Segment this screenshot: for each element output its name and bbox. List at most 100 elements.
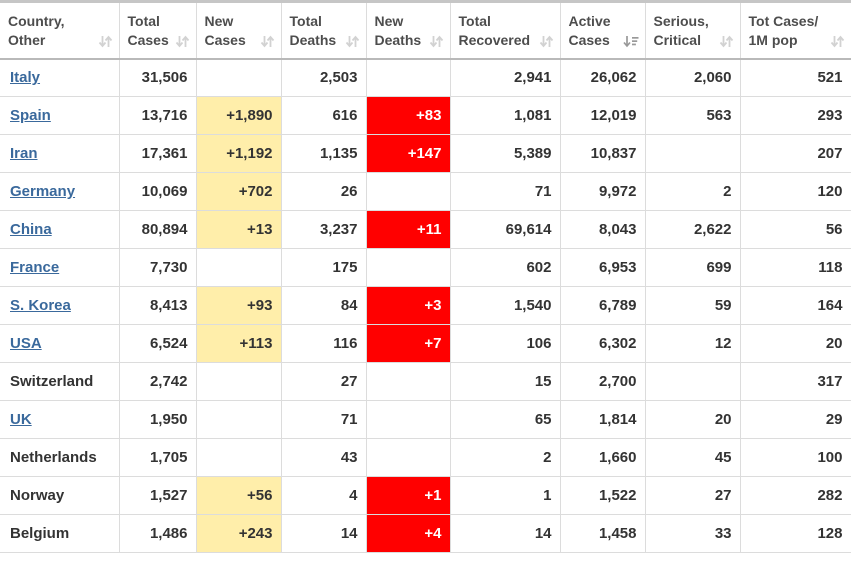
sort-toggle-icon[interactable] <box>719 35 734 50</box>
active-cases-cell: 1,814 <box>559 400 645 439</box>
table-row: France 7,730 175 602 6,953 699 118 <box>0 248 851 287</box>
country-link[interactable]: S. Korea <box>10 297 71 314</box>
new-deaths-cell: +147 <box>365 134 450 173</box>
column-label-line2: Recovered <box>458 31 531 48</box>
total-deaths-cell: 1,135 <box>280 134 366 173</box>
new-deaths-cell: +3 <box>365 286 450 325</box>
new-cases-cell: +702 <box>195 172 281 211</box>
sort-toggle-icon[interactable] <box>175 35 190 50</box>
cases-per-1m-cell: 282 <box>739 476 851 515</box>
column-header-total-deaths[interactable]: Total Deaths <box>280 1 366 60</box>
total-deaths-cell: 4 <box>280 476 366 515</box>
sort-toggle-icon[interactable] <box>830 35 845 50</box>
new-cases-cell: +243 <box>195 514 281 553</box>
cases-per-1m-cell: 56 <box>739 210 851 249</box>
column-label-line2: 1M pop <box>748 31 798 48</box>
column-label-line2: Other <box>8 31 46 48</box>
sort-toggle-icon[interactable] <box>260 35 275 50</box>
column-header-cases-per-1m[interactable]: Tot Cases/1M pop <box>739 1 851 60</box>
total-recovered-cell: 1,081 <box>449 96 560 135</box>
new-cases-cell <box>195 362 281 401</box>
table-row: China 80,894 +13 3,237 +11 69,614 8,043 2,622 56 <box>0 210 851 249</box>
active-cases-cell: 1,660 <box>559 438 645 477</box>
country-link[interactable]: USA <box>10 335 42 352</box>
table-header: Country, Other Total Cases New Cases Total Deat… <box>0 1 851 60</box>
new-cases-cell: +1,890 <box>195 96 281 135</box>
active-cases-cell: 8,043 <box>559 210 645 249</box>
serious-critical-cell: 45 <box>644 438 740 477</box>
total-recovered-cell: 1,540 <box>449 286 560 325</box>
new-deaths-cell: +11 <box>365 210 450 249</box>
new-cases-cell <box>195 58 281 97</box>
new-cases-cell: +93 <box>195 286 281 325</box>
column-header-active-cases[interactable]: Active Cases <box>559 1 645 60</box>
country-link[interactable]: China <box>10 221 52 238</box>
active-cases-cell: 6,953 <box>559 248 645 287</box>
column-label: Total Deaths <box>290 12 337 50</box>
country-cell: Norway <box>0 476 119 515</box>
country-link[interactable]: Iran <box>10 145 38 162</box>
active-cases-cell: 12,019 <box>559 96 645 135</box>
country-cell: Netherlands <box>0 438 119 477</box>
country-name: Norway <box>10 487 65 504</box>
country-link[interactable]: France <box>10 259 60 276</box>
column-label-line1: New <box>204 12 234 29</box>
active-cases-cell: 26,062 <box>559 58 645 97</box>
sort-toggle-icon[interactable] <box>539 35 554 50</box>
cases-per-1m-cell: 164 <box>739 286 851 325</box>
active-cases-cell: 1,458 <box>559 514 645 553</box>
cases-per-1m-cell: 293 <box>739 96 851 135</box>
serious-critical-cell <box>644 134 740 173</box>
active-cases-cell: 2,700 <box>559 362 645 401</box>
serious-critical-cell: 2,622 <box>644 210 740 249</box>
column-header-new-deaths[interactable]: New Deaths <box>365 1 450 60</box>
total-recovered-cell: 2 <box>449 438 560 477</box>
new-cases-cell: +56 <box>195 476 281 515</box>
country-link[interactable]: UK <box>10 411 32 428</box>
new-cases-cell: +1,192 <box>195 134 281 173</box>
cases-per-1m-cell: 118 <box>739 248 851 287</box>
country-cell: France <box>0 248 119 287</box>
sort-toggle-icon[interactable] <box>345 35 360 50</box>
column-header-total-cases[interactable]: Total Cases <box>118 1 196 60</box>
total-recovered-cell: 65 <box>449 400 560 439</box>
total-recovered-cell: 14 <box>449 514 560 553</box>
total-recovered-cell: 106 <box>449 324 560 363</box>
table-row: Belgium 1,486 +243 14 +4 14 1,458 33 128 <box>0 514 851 553</box>
total-deaths-cell: 116 <box>280 324 366 363</box>
column-label: Tot Cases/1M pop <box>749 12 819 50</box>
new-deaths-cell <box>365 438 450 477</box>
serious-critical-cell: 12 <box>644 324 740 363</box>
column-header-serious-critical[interactable]: Serious, Critical <box>644 1 740 60</box>
sort-toggle-icon[interactable] <box>429 35 444 50</box>
active-cases-cell: 6,789 <box>559 286 645 325</box>
country-link[interactable]: Italy <box>10 69 41 87</box>
total-deaths-cell: 71 <box>280 400 366 439</box>
country-cell: S. Korea <box>0 286 119 325</box>
cases-per-1m-cell: 521 <box>739 58 851 97</box>
serious-critical-cell: 27 <box>644 476 740 515</box>
column-header-total-recovered[interactable]: Total Recovered <box>449 1 560 60</box>
column-header-new-cases[interactable]: New Cases <box>195 1 281 60</box>
column-label-line1: Total <box>289 12 322 29</box>
total-deaths-cell: 43 <box>280 438 366 477</box>
country-cell: China <box>0 210 119 249</box>
serious-critical-cell: 699 <box>644 248 740 287</box>
table-row: Netherlands 1,705 43 2 1,660 45 100 <box>0 438 851 477</box>
sort-toggle-icon[interactable] <box>98 35 113 50</box>
total-cases-cell: 1,527 <box>118 476 196 515</box>
serious-critical-cell: 59 <box>644 286 740 325</box>
serious-critical-cell <box>644 362 740 401</box>
total-deaths-cell: 2,503 <box>280 58 366 97</box>
total-recovered-cell: 71 <box>449 172 560 211</box>
table-row: Germany 10,069 +702 26 71 9,972 2 120 <box>0 172 851 211</box>
total-cases-cell: 31,506 <box>118 58 196 97</box>
new-deaths-cell: +1 <box>365 476 450 515</box>
sort-desc-icon[interactable] <box>622 35 639 50</box>
column-header-country[interactable]: Country, Other <box>0 1 119 60</box>
country-name: Netherlands <box>10 449 97 466</box>
table-row: Switzerland 2,742 27 15 2,700 317 <box>0 362 851 401</box>
country-link[interactable]: Spain <box>10 107 51 124</box>
country-link[interactable]: Germany <box>10 183 76 200</box>
